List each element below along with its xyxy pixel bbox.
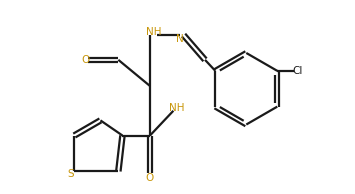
Text: O: O xyxy=(81,55,89,65)
Text: S: S xyxy=(67,169,74,179)
Text: O: O xyxy=(146,173,154,183)
Text: NH: NH xyxy=(169,103,185,113)
Text: Cl: Cl xyxy=(292,66,302,76)
Text: N: N xyxy=(176,34,184,44)
Text: NH: NH xyxy=(146,27,161,37)
